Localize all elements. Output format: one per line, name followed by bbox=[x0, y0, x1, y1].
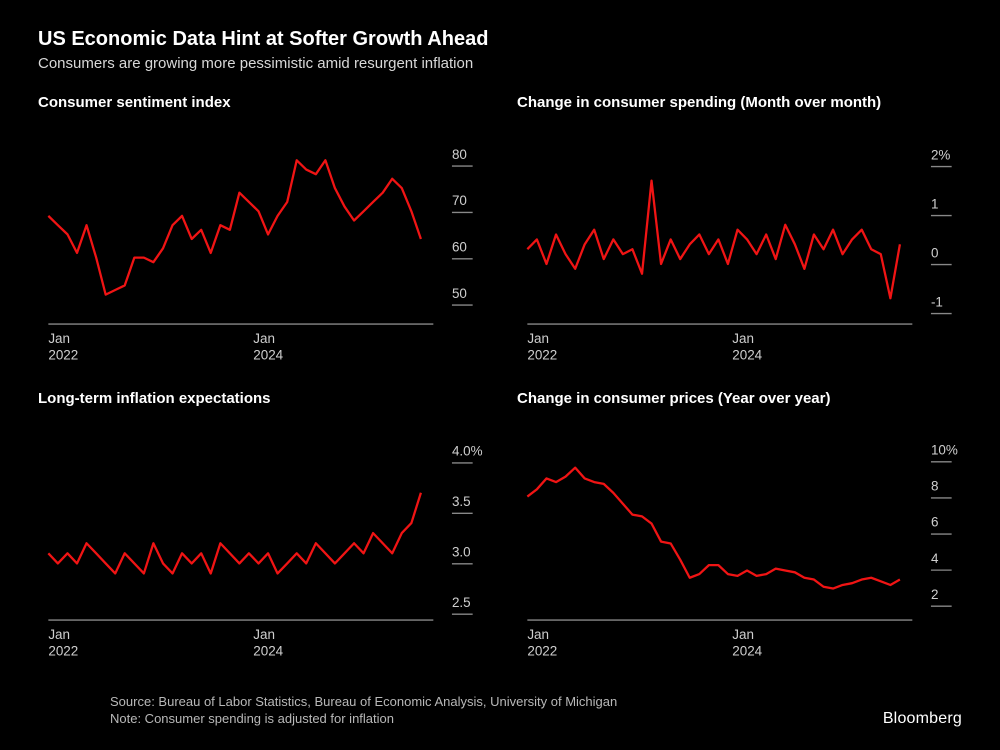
svg-text:2022: 2022 bbox=[48, 348, 78, 363]
chart-area: 2% 1 0 -1 Jan 2022 Jan 2024 bbox=[517, 138, 962, 368]
svg-text:2022: 2022 bbox=[48, 644, 78, 659]
svg-text:8: 8 bbox=[931, 479, 938, 494]
svg-text:6: 6 bbox=[931, 515, 938, 530]
svg-text:-1: -1 bbox=[931, 294, 943, 309]
svg-text:2022: 2022 bbox=[527, 644, 557, 659]
svg-text:4.0%: 4.0% bbox=[452, 444, 483, 459]
chart-area: 4.0% 3.5 3.0 2.5 Jan 2022 Jan 2024 bbox=[38, 434, 483, 664]
panel-title: Consumer sentiment index bbox=[38, 94, 483, 132]
svg-text:Jan: Jan bbox=[527, 331, 549, 346]
chart-area: 10% 8 6 4 2 Jan 2022 Jan 2024 bbox=[517, 434, 962, 664]
svg-text:80: 80 bbox=[452, 147, 467, 162]
panel-consumer-sentiment: Consumer sentiment index 80 70 60 50 Jan 2022… bbox=[38, 94, 483, 368]
panel-title: Change in consumer spending (Month over … bbox=[517, 94, 962, 132]
panel-title: Long-term inflation expectations bbox=[38, 390, 483, 428]
svg-text:Jan: Jan bbox=[732, 627, 754, 642]
note-line: Note: Consumer spending is adjusted for … bbox=[110, 710, 617, 728]
svg-text:50: 50 bbox=[452, 286, 467, 301]
svg-text:3.0: 3.0 bbox=[452, 544, 471, 559]
svg-text:60: 60 bbox=[452, 239, 467, 254]
brand-label: Bloomberg bbox=[883, 710, 962, 728]
footer-text: Source: Bureau of Labor Statistics, Bure… bbox=[110, 693, 617, 728]
svg-text:2024: 2024 bbox=[732, 348, 762, 363]
svg-text:2%: 2% bbox=[931, 147, 950, 162]
svg-text:Jan: Jan bbox=[527, 627, 549, 642]
svg-text:4: 4 bbox=[931, 551, 939, 566]
chart-frame: US Economic Data Hint at Softer Growth A… bbox=[0, 0, 1000, 750]
series-line bbox=[48, 493, 421, 574]
series-line bbox=[527, 181, 900, 299]
svg-text:2022: 2022 bbox=[527, 348, 557, 363]
panel-consumer-prices: Change in consumer prices (Year over yea… bbox=[517, 390, 962, 664]
svg-text:0: 0 bbox=[931, 245, 938, 260]
subtitle: Consumers are growing more pessimistic a… bbox=[38, 55, 962, 72]
series-line bbox=[527, 468, 900, 589]
svg-text:Jan: Jan bbox=[253, 627, 275, 642]
svg-text:10%: 10% bbox=[931, 442, 958, 457]
svg-text:2.5: 2.5 bbox=[452, 595, 471, 610]
svg-text:2: 2 bbox=[931, 587, 938, 602]
svg-text:Jan: Jan bbox=[48, 627, 70, 642]
svg-text:Jan: Jan bbox=[253, 331, 275, 346]
panel-consumer-spending: Change in consumer spending (Month over … bbox=[517, 94, 962, 368]
svg-text:Jan: Jan bbox=[48, 331, 70, 346]
svg-text:70: 70 bbox=[452, 193, 467, 208]
footer: Source: Bureau of Labor Statistics, Bure… bbox=[110, 693, 962, 728]
svg-text:2024: 2024 bbox=[253, 348, 283, 363]
panel-inflation-expectations: Long-term inflation expectations 4.0% 3.5… bbox=[38, 390, 483, 664]
chart-grid: Consumer sentiment index 80706050Jan2022… bbox=[38, 94, 962, 664]
svg-text:2024: 2024 bbox=[253, 644, 283, 659]
svg-text:Jan: Jan bbox=[732, 331, 754, 346]
svg-text:3.5: 3.5 bbox=[452, 494, 471, 509]
series-line bbox=[48, 160, 421, 294]
svg-text:1: 1 bbox=[931, 196, 938, 211]
chart-area: 80 70 60 50 Jan 2022 Jan 2024 bbox=[38, 138, 483, 368]
source-line: Source: Bureau of Labor Statistics, Bure… bbox=[110, 693, 617, 711]
panel-title: Change in consumer prices (Year over yea… bbox=[517, 390, 962, 428]
svg-text:2024: 2024 bbox=[732, 644, 762, 659]
main-title: US Economic Data Hint at Softer Growth A… bbox=[38, 28, 962, 51]
